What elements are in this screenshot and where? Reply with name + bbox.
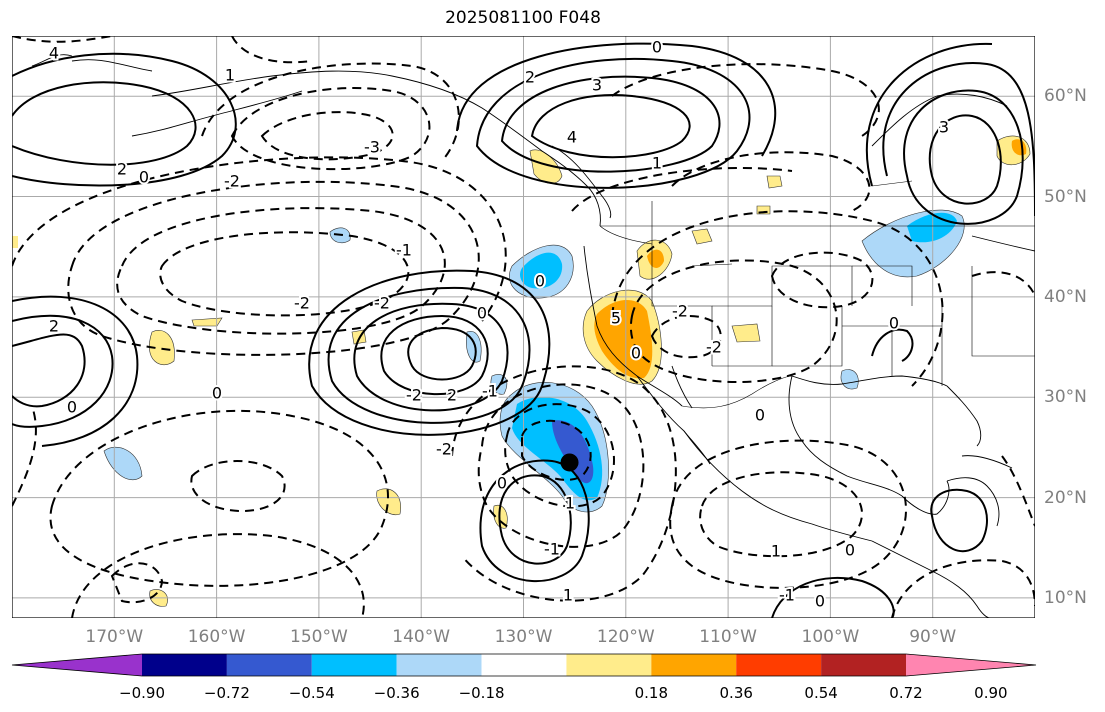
contour-label: 1	[771, 542, 781, 561]
colorbar-cell	[311, 654, 397, 676]
latitude-label: 40°N	[1044, 286, 1087, 307]
storm-center-marker	[560, 453, 579, 472]
contour-label: -2	[406, 386, 422, 405]
colorbar	[11, 653, 1037, 677]
contour-label: -1	[482, 382, 498, 401]
contour-label: 0	[652, 38, 662, 57]
contour-label: -2	[706, 338, 722, 357]
contour-lines	[12, 36, 1035, 618]
latitude-label: 10°N	[1044, 587, 1087, 608]
negative-contours	[12, 36, 1035, 618]
contour-label: 0	[67, 398, 77, 417]
latitude-label: 50°N	[1044, 186, 1087, 207]
contour-label: 2	[447, 386, 457, 405]
colorbar-tick-label: 0.54	[804, 684, 838, 702]
contour-label: 0	[139, 168, 149, 187]
contour-label: 1	[652, 154, 662, 173]
contour-label: 5	[611, 309, 621, 328]
contour-label: -2	[224, 172, 240, 191]
contour-label: -3	[364, 138, 380, 157]
contour-label: -1	[396, 241, 412, 260]
negative-anomaly-storm-center	[552, 420, 594, 484]
contour-label: 0	[477, 304, 487, 323]
contour-label: 0	[845, 541, 855, 560]
longitude-label: 140°W	[392, 627, 451, 647]
gridlines	[12, 36, 1035, 618]
contour-label: 2	[49, 317, 59, 336]
colorbar-tick-label: −0.90	[119, 684, 165, 702]
contour-label: 0	[755, 406, 765, 425]
colorbar-cell	[566, 654, 652, 676]
shaded-anomalies	[12, 135, 1031, 607]
contour-label: 0	[497, 474, 507, 493]
longitude-label: 100°W	[801, 627, 860, 647]
contour-label: -2	[374, 294, 390, 313]
colorbar-cell	[481, 654, 567, 676]
colorbar-tick-label: −0.72	[203, 684, 250, 702]
contour-label: 0	[535, 272, 545, 291]
colorbar-tick-label: 0.36	[719, 684, 753, 702]
contour-label: -2	[436, 440, 452, 459]
contour-label: 0	[631, 344, 641, 363]
colorbar-tick-label: 0.72	[889, 684, 923, 702]
contour-label: -1	[544, 540, 560, 559]
contour-label: -2	[294, 294, 310, 313]
colorbar-tick-label: −0.54	[288, 684, 335, 702]
chart-title: 2025081100 F048	[445, 8, 601, 28]
contour-label: 1	[225, 66, 235, 85]
longitude-label: 160°W	[187, 627, 246, 647]
contour-label: 1	[563, 586, 573, 605]
longitude-label: 120°W	[596, 627, 655, 647]
latitude-label: 20°N	[1044, 487, 1087, 508]
political-borders	[599, 180, 1035, 409]
colorbar-extend-high	[906, 654, 1036, 676]
colorbar-extend-low	[12, 654, 142, 676]
longitude-label: 130°W	[494, 627, 553, 647]
colorbar-cell	[142, 654, 227, 676]
colorbar-tick-label: −0.18	[458, 684, 505, 702]
colorbar-cell	[226, 654, 312, 676]
latitude-label: 60°N	[1044, 86, 1087, 107]
positive-contours	[12, 42, 1035, 618]
contour-label: 1	[565, 494, 575, 513]
longitude-label: 150°W	[290, 627, 348, 647]
contour-label: 2	[525, 68, 535, 87]
longitude-label: 90°W	[909, 627, 957, 647]
negative-anomaly-offshore-core	[520, 252, 563, 289]
colorbar-cell	[396, 654, 482, 676]
contour-label: 2	[117, 160, 127, 179]
contour-label: 4	[49, 44, 59, 63]
latitude-label: 30°N	[1044, 387, 1087, 408]
contour-label: 0	[815, 592, 825, 611]
colorbar-cell	[821, 654, 906, 676]
colorbar-tick-label: 0.90	[974, 684, 1008, 702]
contour-label: 0	[889, 314, 899, 333]
contour-label: -2	[672, 302, 688, 321]
coastlines	[31, 54, 1035, 618]
colorbar-tick-label: 0.18	[634, 684, 669, 702]
longitude-label: 170°W	[85, 627, 144, 647]
contour-label: 3	[592, 76, 602, 95]
longitude-label: 110°W	[699, 627, 757, 647]
contour-label: -1	[779, 586, 795, 605]
colorbar-cell	[736, 654, 822, 676]
colorbar-cell	[651, 654, 737, 676]
contour-label: 0	[212, 384, 222, 403]
contour-label: 3	[939, 118, 949, 137]
colorbar-tick-label: −0.36	[373, 684, 420, 702]
contour-label: 4	[567, 128, 577, 147]
